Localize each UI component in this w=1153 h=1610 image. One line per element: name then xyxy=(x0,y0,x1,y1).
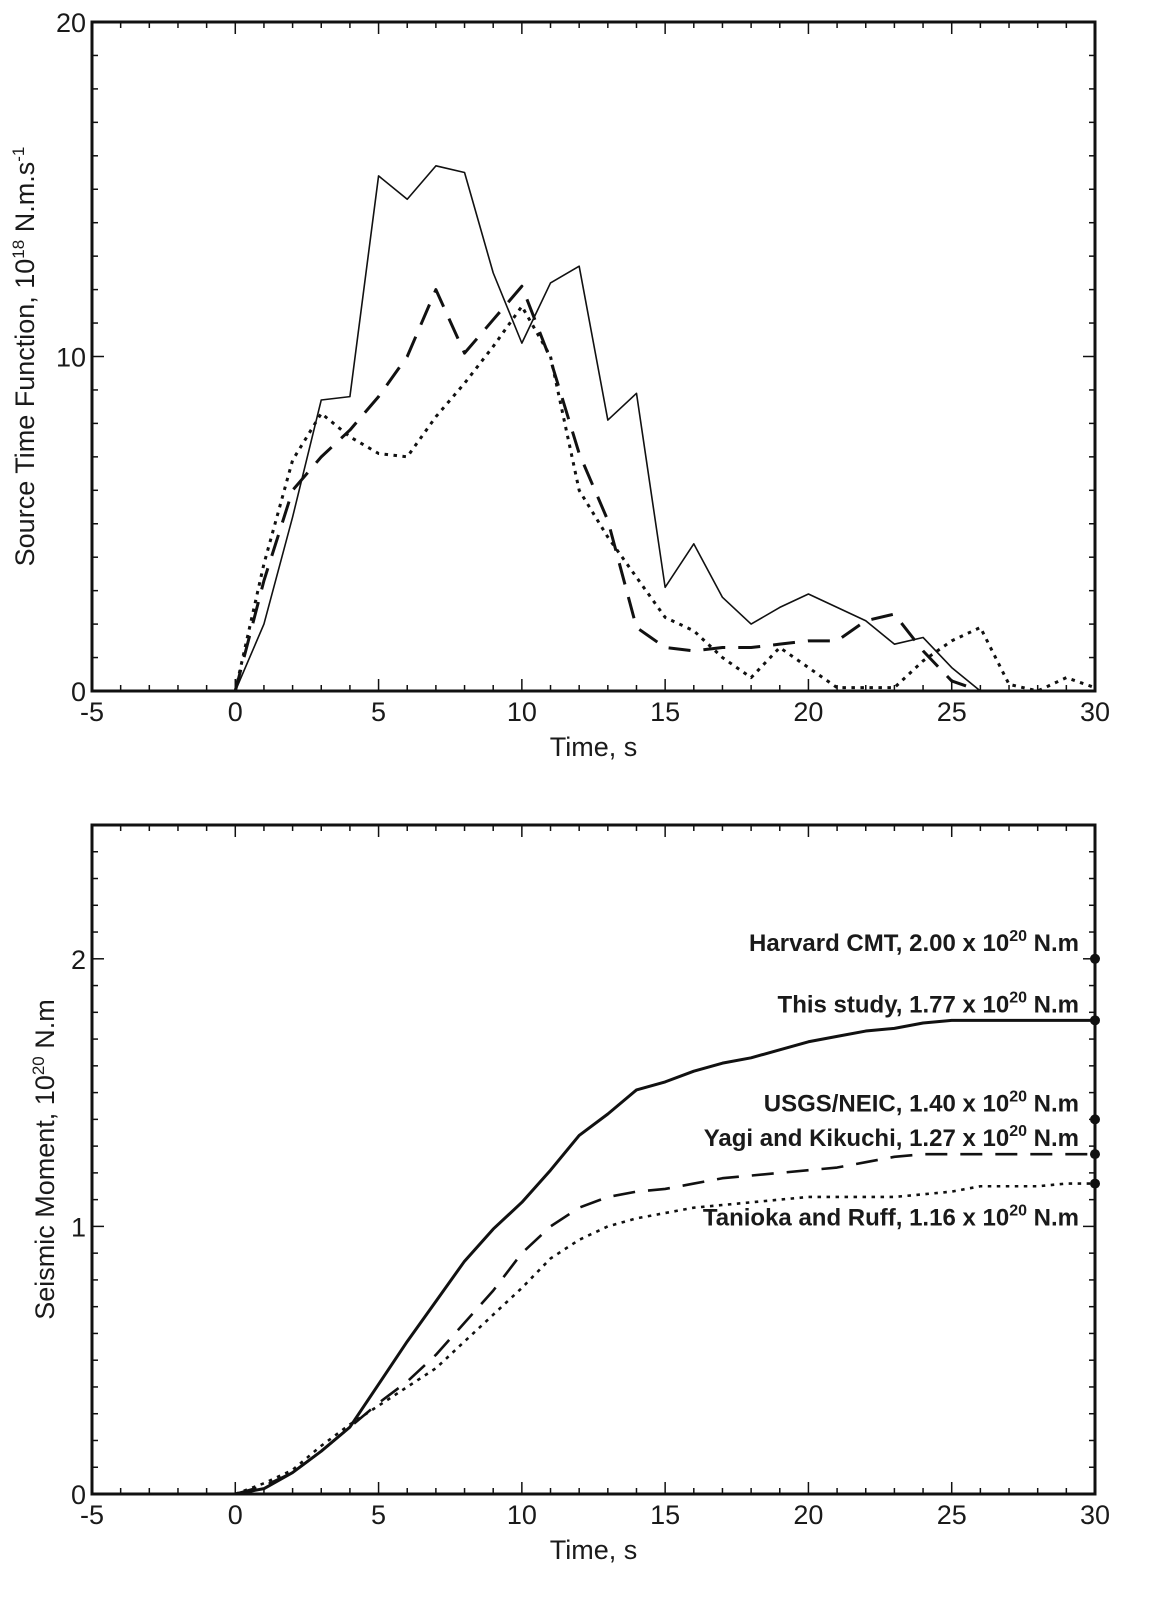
x-tick-label: -5 xyxy=(80,1500,104,1530)
series-line-dotted xyxy=(233,304,1096,693)
y-tick-label: 2 xyxy=(71,945,86,975)
y-tick-label: 10 xyxy=(56,343,86,373)
x-tick-label: 15 xyxy=(650,1500,680,1530)
reference-moment-marker xyxy=(1090,953,1100,964)
series-line-solid xyxy=(235,1018,1095,1496)
reference-moment-label: Harvard CMT, 2.00 x 1020 N.m xyxy=(749,928,1079,957)
reference-moment-label: Tanioka and Ruff, 1.16 x 1020 N.m xyxy=(703,1203,1079,1232)
series-line-dashed xyxy=(233,284,981,693)
x-axis-title: Time, s xyxy=(550,1535,638,1565)
x-tick-label: 25 xyxy=(937,1500,967,1530)
x-tick-label: 10 xyxy=(507,697,537,727)
y-tick-label: 0 xyxy=(71,677,86,707)
reference-moment-marker xyxy=(1090,1114,1100,1125)
y-tick-label: 1 xyxy=(71,1212,86,1242)
reference-moment-marker xyxy=(1090,1178,1100,1189)
x-tick-label: -5 xyxy=(80,697,104,727)
x-tick-label: 30 xyxy=(1080,1500,1110,1530)
x-tick-label: 15 xyxy=(650,697,680,727)
reference-moment-label: Yagi and Kikuchi, 1.27 x 1020 N.m xyxy=(704,1123,1079,1152)
y-axis-title: Source Time Function, 1018 N.m.s-1 xyxy=(9,147,40,567)
x-tick-label: 0 xyxy=(228,697,243,727)
x-tick-label: 25 xyxy=(937,697,967,727)
x-axis-title: Time, s xyxy=(550,732,638,762)
series-line-dashed xyxy=(234,1152,1095,1496)
plot-frame xyxy=(90,823,1097,1496)
x-tick-label: 5 xyxy=(371,1500,386,1530)
reference-moment-marker xyxy=(1090,1015,1100,1026)
y-tick-label: 0 xyxy=(71,1480,86,1510)
plot-frame xyxy=(90,20,1097,693)
x-tick-label: 10 xyxy=(507,1500,537,1530)
y-axis-title: Seismic Moment, 1020 N.m xyxy=(29,999,60,1320)
x-tick-label: 30 xyxy=(1080,697,1110,727)
reference-moment-marker xyxy=(1090,1149,1100,1160)
x-tick-label: 0 xyxy=(228,1500,243,1530)
x-tick-label: 20 xyxy=(793,697,823,727)
x-tick-label: 5 xyxy=(371,697,386,727)
y-tick-label: 20 xyxy=(56,8,86,38)
x-tick-label: 20 xyxy=(793,1500,823,1530)
reference-moment-label: This study, 1.77 x 1020 N.m xyxy=(778,989,1079,1018)
series-line-solid xyxy=(92,165,1095,692)
reference-moment-label: USGS/NEIC, 1.40 x 1020 N.m xyxy=(764,1088,1079,1117)
